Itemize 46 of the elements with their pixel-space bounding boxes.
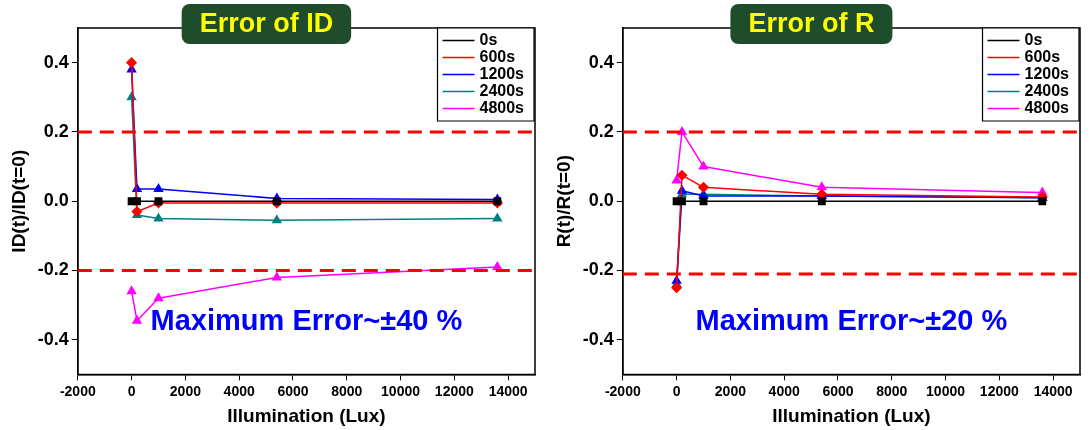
legend-label: 4800s <box>479 98 525 116</box>
y-tick-label: 0.4 <box>43 51 69 72</box>
x-tick-label: -2000 <box>604 382 641 399</box>
x-tick-label: 8000 <box>331 382 363 399</box>
x-tick-label: 0 <box>672 382 681 399</box>
y-tick-label: 0.2 <box>43 120 69 141</box>
x-tick-label: 6000 <box>277 382 309 399</box>
legend-label: 600s <box>479 47 516 65</box>
legend-label: 600s <box>1024 47 1061 65</box>
legend-label: 0s <box>479 30 498 48</box>
x-tick-label: 10000 <box>381 382 421 399</box>
annotation: Maximum Error~±20 % <box>695 304 1008 337</box>
x-axis-title: Illumination (Lux) <box>772 404 931 426</box>
y-tick-label: 0.2 <box>588 120 614 141</box>
x-tick-label: 10000 <box>926 382 966 399</box>
y-tick-label: -0.4 <box>582 328 614 349</box>
x-tick-label: -2000 <box>59 382 96 399</box>
y-tick-label: -0.2 <box>582 259 614 280</box>
legend-label: 2400s <box>1024 81 1070 99</box>
x-tick-label: 2000 <box>169 382 202 399</box>
x-tick-label: 12000 <box>434 382 474 399</box>
legend-label: 1200s <box>1024 64 1070 82</box>
y-tick-label: 0.0 <box>588 190 614 211</box>
x-tick-label: 0 <box>127 382 136 399</box>
x-axis-title: Illumination (Lux) <box>227 404 386 426</box>
legend-label: 0s <box>1024 30 1043 48</box>
x-tick-label: 6000 <box>822 382 854 399</box>
legend-label: 1200s <box>479 64 525 82</box>
legend-label: 4800s <box>1024 98 1070 116</box>
x-tick-label: 14000 <box>488 382 528 399</box>
x-tick-label: 4000 <box>768 382 800 399</box>
x-tick-label: 4000 <box>223 382 255 399</box>
x-tick-label: 8000 <box>876 382 908 399</box>
chart-title: Error of R <box>748 8 875 39</box>
y-tick-label: 0.0 <box>43 190 69 211</box>
annotation: Maximum Error~±40 % <box>150 304 463 337</box>
y-tick-label: -0.2 <box>37 259 69 280</box>
x-tick-label: 12000 <box>979 382 1019 399</box>
y-axis-title: ID(t)/ID(t=0) <box>7 149 29 253</box>
legend-label: 2400s <box>479 81 525 99</box>
x-tick-label: 14000 <box>1033 382 1073 399</box>
chart-title: Error of ID <box>199 8 334 39</box>
x-tick-label: 2000 <box>714 382 747 399</box>
y-tick-label: -0.4 <box>37 328 69 349</box>
y-axis-title: R(t)/R(t=0) <box>552 155 574 248</box>
y-tick-label: 0.4 <box>588 51 614 72</box>
